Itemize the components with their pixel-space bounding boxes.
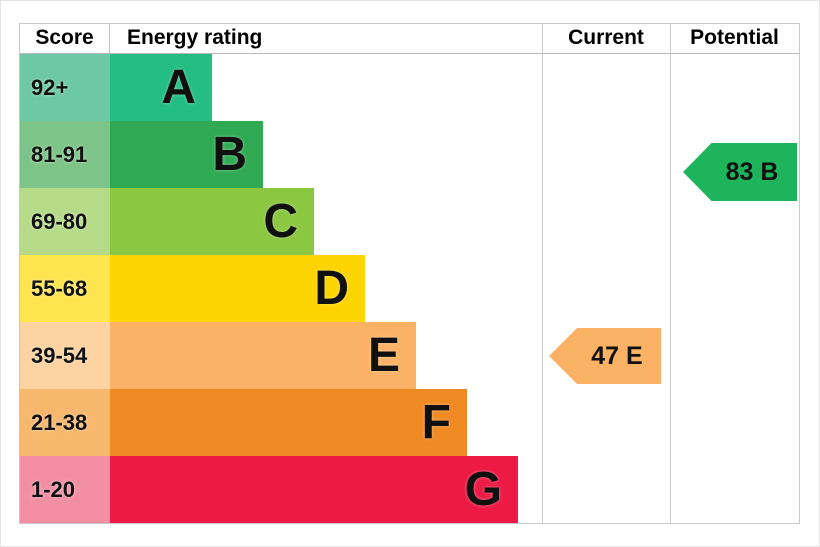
rating-band-row-a: 92+ A	[20, 54, 799, 121]
rating-bar-d: D	[110, 255, 365, 322]
rating-bar-c: C	[110, 188, 314, 255]
rating-band-row-d: 55-68 D	[20, 255, 799, 322]
score-range-label: 92+	[20, 54, 110, 121]
band-letter: B	[212, 128, 247, 181]
potential-rating-arrow-body: 83 B	[683, 143, 797, 201]
rating-band-row-e: 39-54 E	[20, 322, 799, 389]
band-letter: A	[161, 61, 196, 114]
rating-bar-g: G	[110, 456, 518, 523]
potential-rating-arrow: 83 B	[683, 143, 797, 201]
current-column-divider	[542, 24, 543, 523]
current-column-header: Current	[568, 26, 644, 49]
rating-band-row-c: 69-80 C	[20, 188, 799, 255]
rating-bar-f: F	[110, 389, 467, 456]
score-range-label: 1-20	[20, 456, 110, 523]
energy-rating-column-header: Energy rating	[127, 26, 263, 49]
score-range-label: 39-54	[20, 322, 110, 389]
score-range-label: 81-91	[20, 121, 110, 188]
rating-bands: 92+ A 81-91 B 69-80 C 55-68 D 39-54 E 21-38 F 1-20 G	[20, 54, 799, 523]
band-letter: C	[263, 195, 298, 248]
potential-rating-value: 83 B	[725, 157, 779, 186]
score-range-label: 55-68	[20, 255, 110, 322]
rating-bar-a: A	[110, 54, 212, 121]
rating-band-row-g: 1-20 G	[20, 456, 799, 523]
band-letter: E	[367, 329, 400, 382]
current-rating-value: 47 E	[591, 341, 643, 370]
current-rating-arrow: 47 E	[549, 328, 661, 384]
rating-band-row-b: 81-91 B	[20, 121, 799, 188]
rating-band-row-f: 21-38 F	[20, 389, 799, 456]
rating-bar-e: E	[110, 322, 416, 389]
chart-header: Score Energy rating Current Potential	[20, 24, 799, 54]
energy-rating-chart: Score Energy rating Current Potential 92…	[19, 23, 800, 524]
band-letter: D	[314, 262, 349, 315]
score-range-label: 69-80	[20, 188, 110, 255]
score-column-header: Score	[20, 24, 110, 53]
score-range-label: 21-38	[20, 389, 110, 456]
current-rating-arrow-body: 47 E	[549, 328, 661, 384]
band-letter: F	[421, 396, 451, 449]
band-letter: G	[464, 463, 502, 516]
potential-column-header: Potential	[690, 26, 779, 49]
potential-column-divider	[670, 24, 671, 523]
rating-bar-b: B	[110, 121, 263, 188]
